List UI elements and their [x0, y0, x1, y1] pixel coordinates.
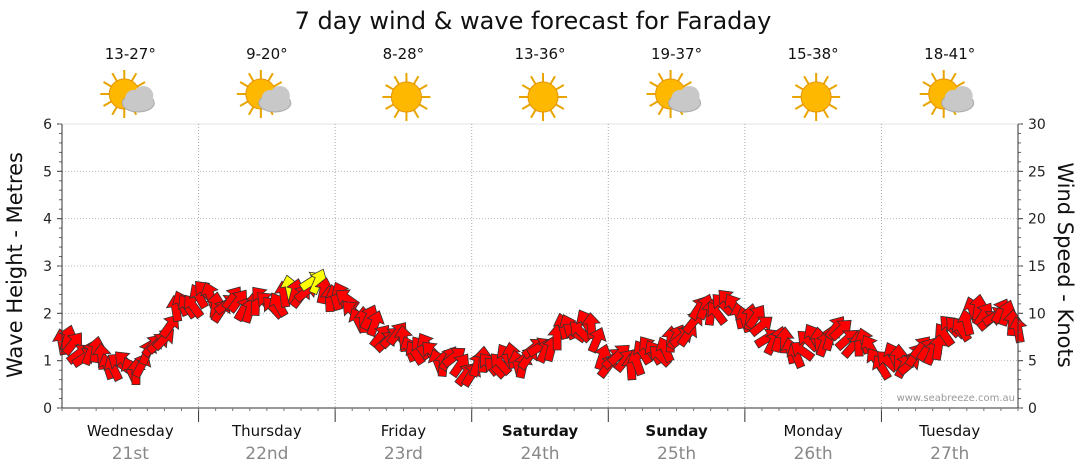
chart-title: 7 day wind & wave forecast for Faraday — [295, 7, 772, 35]
day-label: Monday — [784, 422, 843, 440]
day-temperature: 13-36° — [514, 45, 565, 63]
sunny-icon — [382, 73, 431, 121]
date-label: 27th — [930, 444, 969, 464]
day-label: Sunday — [645, 422, 708, 440]
right-axis-label: Wind Speed - Knots — [1053, 162, 1077, 367]
date-label: 26th — [794, 444, 833, 464]
right-tick-label: 25 — [1028, 164, 1046, 180]
day-label: Thursday — [231, 422, 302, 440]
day-label: Wednesday — [87, 422, 174, 440]
partly-cloudy-icon — [919, 70, 975, 118]
left-tick-label: 5 — [43, 164, 52, 180]
day-temperature: 8-28° — [383, 45, 425, 63]
wind-arrow — [366, 310, 385, 338]
partly-cloudy-icon — [100, 70, 155, 118]
sunny-icon — [792, 73, 841, 121]
date-label: 22nd — [245, 444, 288, 464]
day-temperature: 19-37° — [651, 45, 702, 63]
date-label: 24th — [520, 444, 559, 464]
right-tick-label: 30 — [1028, 117, 1046, 133]
left-tick-label: 4 — [43, 212, 52, 228]
wind-arrow — [587, 327, 607, 354]
date-label: 21st — [112, 444, 149, 464]
site-credit: www.seabreeze.com.au — [897, 393, 1015, 404]
partly-cloudy-icon — [646, 70, 702, 118]
day-temperature: 18-41° — [924, 45, 975, 63]
left-axis-label: Wave Height - Metres — [3, 152, 27, 378]
day-temperature: 15-38° — [788, 45, 839, 63]
right-tick-label: 0 — [1028, 401, 1037, 417]
right-tick-label: 20 — [1028, 212, 1046, 228]
left-tick-label: 0 — [43, 401, 52, 417]
day-label: Friday — [381, 422, 427, 440]
date-label: 23rd — [384, 444, 423, 464]
date-label: 25th — [657, 444, 696, 464]
right-tick-label: 15 — [1028, 259, 1046, 275]
left-tick-label: 3 — [43, 259, 52, 275]
left-tick-label: 6 — [43, 117, 52, 133]
right-tick-label: 5 — [1028, 354, 1037, 370]
day-temperature: 9-20° — [246, 45, 288, 63]
left-tick-label: 2 — [43, 306, 52, 322]
right-tick-label: 10 — [1028, 306, 1046, 322]
day-temperature: 13-27° — [105, 45, 156, 63]
day-label: Saturday — [502, 422, 579, 440]
wind-arrow — [774, 326, 795, 354]
left-tick-label: 1 — [43, 354, 52, 370]
day-label: Tuesday — [918, 422, 980, 440]
wind-arrow — [928, 333, 949, 361]
sunny-icon — [519, 73, 567, 121]
partly-cloudy-icon — [236, 70, 292, 118]
